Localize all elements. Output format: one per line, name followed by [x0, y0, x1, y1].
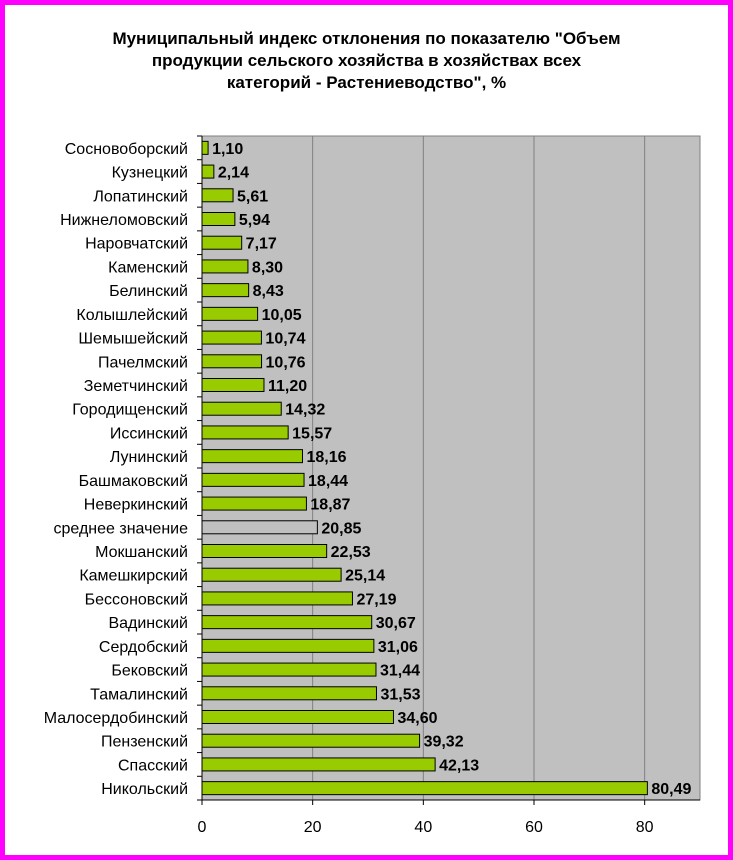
bar	[201, 449, 303, 464]
bar	[201, 472, 305, 487]
value-label: 10,76	[266, 354, 306, 371]
category-label: Башмаковский	[79, 473, 188, 490]
value-label: 18,87	[310, 497, 350, 514]
value-label: 42,13	[439, 757, 479, 774]
value-label: 10,05	[262, 307, 302, 324]
category-label: Мокшанский	[95, 544, 188, 561]
value-label: 18,16	[306, 449, 346, 466]
bar	[201, 188, 234, 203]
bars	[201, 140, 648, 796]
x-tick-label: 20	[304, 819, 322, 836]
category-labels: Сосновоборский Кузнецкий Лопатинский Нижнел…	[44, 141, 188, 798]
bar	[201, 259, 249, 274]
value-label: 39,32	[424, 734, 464, 751]
category-label: Шемышейский	[78, 331, 188, 348]
x-tick-labels: 0 20 40 60 80	[198, 819, 654, 836]
category-label: Бековский	[111, 663, 188, 680]
bar	[201, 638, 375, 653]
x-tick-label: 80	[636, 819, 654, 836]
bar	[201, 378, 265, 392]
category-label: Городищенский	[72, 402, 188, 419]
value-label: 80,49	[651, 781, 691, 798]
category-label: Наровчатский	[85, 236, 188, 253]
category-label: Пензенский	[101, 734, 188, 751]
value-label: 25,14	[345, 568, 385, 585]
x-tick-label: 0	[198, 819, 207, 836]
bar	[201, 615, 373, 630]
category-label: Пачелмский	[98, 354, 188, 371]
value-label: 22,53	[331, 544, 371, 561]
value-label: 5,94	[239, 212, 270, 229]
bar	[201, 662, 377, 677]
bar	[201, 212, 236, 226]
category-label: Земетчинский	[84, 378, 188, 395]
category-label: Бессоновский	[85, 591, 188, 608]
value-labels: 1,10 2,14 5,61 5,94 7,17 8,30 8,43 10,05 10,74 10…	[212, 141, 691, 798]
value-label: 18,44	[308, 473, 348, 490]
value-label: 14,32	[285, 402, 325, 419]
bar	[201, 425, 289, 440]
value-label: 15,57	[292, 425, 332, 442]
bar	[201, 330, 262, 345]
category-label: Сосновоборский	[65, 141, 188, 158]
category-label: Иссинский	[110, 425, 188, 442]
category-label: Спасский	[118, 757, 188, 774]
bar	[201, 496, 307, 511]
value-label: 5,61	[237, 188, 268, 205]
value-label: 10,74	[265, 331, 305, 348]
bar	[201, 710, 394, 724]
category-label: среднее значение	[54, 520, 189, 537]
value-label: 2,14	[218, 165, 249, 182]
value-label: 27,19	[356, 591, 396, 608]
bar	[201, 781, 648, 796]
category-label: Вадинский	[108, 615, 188, 632]
value-label: 30,67	[376, 615, 416, 632]
x-tick-label: 40	[414, 819, 432, 836]
bar-average	[201, 520, 318, 535]
bar	[201, 544, 328, 558]
axes	[197, 135, 700, 805]
bar	[201, 140, 209, 155]
chart-title: Муниципальный индекс отклонения по показ…	[112, 29, 621, 92]
bar	[201, 401, 282, 416]
value-label: 31,06	[378, 639, 418, 656]
bar	[201, 235, 243, 250]
category-label: Лунинский	[110, 449, 188, 466]
category-label: Сердобский	[99, 639, 188, 656]
category-label: Лопатинский	[93, 188, 188, 205]
category-label: Никольский	[101, 781, 188, 798]
bar	[201, 733, 421, 748]
bar	[201, 567, 342, 582]
category-label: Каменский	[108, 259, 188, 276]
bar	[201, 686, 377, 701]
category-label: Колышлейский	[76, 307, 188, 324]
category-label: Белинский	[109, 283, 188, 300]
bar	[201, 591, 353, 606]
value-label: 8,43	[253, 283, 284, 300]
bar	[201, 757, 436, 772]
category-label: Тамалинский	[90, 686, 188, 703]
bar	[201, 306, 259, 321]
category-label: Неверкинский	[84, 497, 188, 514]
value-label: 7,17	[246, 236, 277, 253]
bar	[201, 164, 215, 179]
bar	[201, 354, 263, 369]
value-label: 31,44	[380, 663, 420, 680]
category-label: Нижнеломовский	[60, 212, 188, 229]
value-label: 20,85	[321, 520, 361, 537]
value-label: 1,10	[212, 141, 243, 158]
value-label: 31,53	[380, 686, 420, 703]
value-label: 11,20	[268, 378, 307, 395]
value-label: 34,60	[397, 710, 437, 727]
category-label: Кузнецкий	[112, 165, 188, 182]
x-tick-label: 60	[525, 819, 543, 836]
category-label: Камешкирский	[79, 568, 188, 585]
category-label: Малосердобинский	[44, 710, 188, 727]
bar	[201, 283, 250, 298]
value-label: 8,30	[252, 259, 283, 276]
